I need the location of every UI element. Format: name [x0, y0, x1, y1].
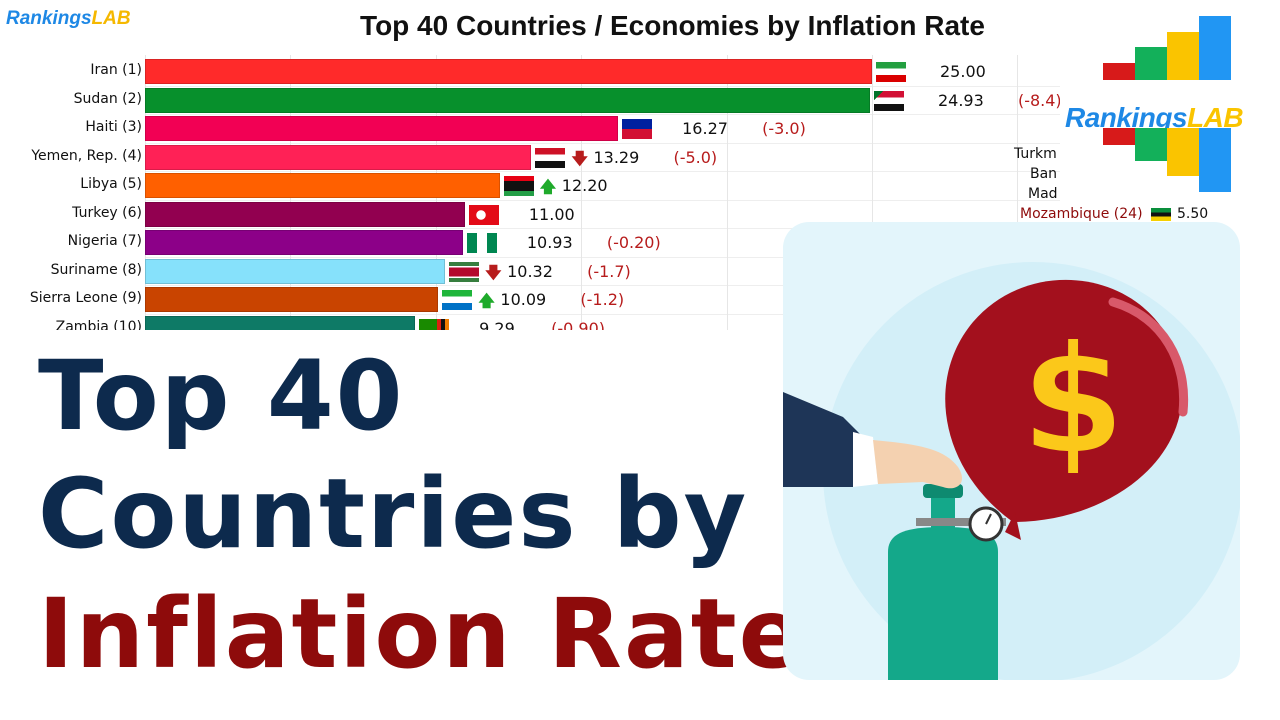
value-label: 12.20: [561, 176, 608, 195]
chart-row: Nigeria (7) 10.93 (-0.20): [0, 228, 1060, 256]
hand-icon: [783, 392, 963, 489]
row-divider: [145, 114, 1060, 115]
sierra-leone-flag-icon: [442, 290, 473, 310]
country-label: Suriname (8): [50, 261, 142, 278]
change-label: (-1.2): [580, 290, 625, 309]
chart-row: Iran (1) 25.00: [0, 57, 1060, 85]
turkey-flag-icon: [468, 204, 499, 225]
gridline: [872, 55, 873, 330]
headline-line-2: Countries by: [36, 457, 749, 572]
country-label: Iran (1): [90, 62, 142, 78]
bar: [145, 59, 872, 84]
country-label: Yemen, Rep. (4): [31, 147, 142, 164]
arrow-down-icon: 🡇: [571, 148, 588, 168]
country-label: Zambia (10): [55, 318, 142, 331]
arrow-up-icon: 🡅: [539, 177, 557, 196]
chart-row: Yemen, Rep. (4) 🡇 13.29 (-5.0): [0, 143, 1060, 171]
logo-text-rankings: Rankings: [1065, 102, 1188, 133]
value-label: 10.09: [500, 290, 547, 309]
chart-row: Turkey (6) 11.00: [0, 200, 1060, 228]
chart-row: Libya (5) 🡅 12.20: [0, 171, 1060, 199]
bar: [145, 201, 465, 227]
chart-row: Sierra Leone (9) 🡅 10.09 (-1.2): [0, 285, 1060, 313]
chart-row: Sudan (2) 24.93 (-8.4): [0, 86, 1060, 114]
value-label: 25.00: [940, 62, 986, 81]
haiti-flag-icon: [622, 119, 653, 139]
row-divider: [145, 256, 1060, 258]
nigeria-flag-icon: [466, 233, 497, 253]
inset-value: 5.50: [1177, 206, 1209, 222]
gridline: [726, 55, 728, 330]
country-label: Libya (5): [80, 176, 142, 192]
value-label: 10.32: [507, 261, 553, 281]
libya-flag-icon: [503, 176, 534, 196]
inflation-illustration: $: [783, 222, 1240, 680]
logo-text-rankings: Rankings: [6, 8, 92, 29]
change-label: (-0.90): [551, 318, 606, 331]
country-label: Haiti (3): [85, 119, 142, 135]
gridline: [581, 55, 583, 330]
change-label: (-3.0): [762, 119, 806, 138]
row-divider: [145, 199, 1060, 201]
bar: [145, 116, 619, 141]
inset-label: Ban: [1030, 166, 1058, 182]
svg-text:$: $: [1021, 314, 1125, 488]
arrow-down-icon: 🡇: [485, 262, 502, 282]
logo-text-lab: LAB: [1187, 102, 1244, 133]
change-label: (-8.4): [1017, 90, 1060, 110]
rankingslab-logo-small: RankingsLAB: [6, 8, 131, 30]
bar: [145, 144, 532, 170]
arrow-up-icon: 🡅: [478, 291, 495, 310]
iran-flag-icon: [876, 62, 906, 82]
headline-line-1: Top 40: [36, 339, 405, 454]
value-label: 24.93: [937, 90, 984, 110]
row-divider: [145, 313, 1060, 315]
change-label: (-1.7): [587, 261, 631, 281]
change-label: (-5.0): [673, 147, 718, 167]
chart-row: Zambia (10) 9.29 (-0.90): [0, 314, 1060, 331]
headline-line-3: Inflation Rate: [37, 577, 806, 692]
value-label: 13.29: [593, 147, 640, 167]
inset-label: Mozambique (24): [1020, 206, 1143, 222]
chart-row: Suriname (8) 🡇 10.32 (-1.7): [0, 257, 1060, 285]
bar: [145, 230, 463, 255]
row-divider: [145, 285, 1060, 286]
country-label: Sierra Leone (9): [29, 290, 142, 306]
value-label: 11.00: [528, 204, 575, 224]
inset-label: Turkm: [1014, 146, 1057, 162]
country-label: Sudan (2): [73, 90, 142, 107]
chart-title: Top 40 Countries / Economies by Inflatio…: [360, 10, 985, 41]
zambia-flag-icon: [419, 318, 450, 330]
row-divider: [145, 228, 1060, 229]
inset-label: Mad: [1028, 186, 1058, 202]
bar: [145, 258, 446, 284]
change-label: (-0.20): [606, 233, 661, 252]
rankingslab-logo-large: RankingsLAB: [1063, 15, 1280, 195]
bar: [145, 87, 870, 113]
gas-tank-icon: [888, 484, 1006, 680]
value-label: 10.93: [526, 233, 573, 252]
bar: [145, 173, 500, 198]
chart-row: Haiti (3) 16.27 (-3.0): [0, 114, 1060, 142]
yemen-flag-icon: [535, 147, 566, 168]
sudan-flag-icon: [873, 90, 904, 111]
bar: [145, 315, 416, 330]
value-label: 16.27: [682, 119, 728, 138]
value-label: 9.29: [479, 318, 515, 331]
country-label: Turkey (6): [72, 204, 142, 221]
row-divider: [145, 171, 1060, 172]
row-divider: [145, 142, 1060, 144]
gridline: [1017, 55, 1019, 330]
logo-text-lab: LAB: [91, 8, 131, 29]
bar-chart: Iran (1) 25.00 Sudan (2) 24.93 (-8.4) Haiti (…: [0, 55, 1060, 330]
country-label: Nigeria (7): [67, 233, 142, 249]
mozambique-flag-icon: [1151, 208, 1171, 221]
balloon-icon: $: [945, 279, 1189, 540]
suriname-flag-icon: [449, 261, 480, 282]
bar: [145, 287, 439, 312]
row-divider: [145, 85, 1060, 87]
